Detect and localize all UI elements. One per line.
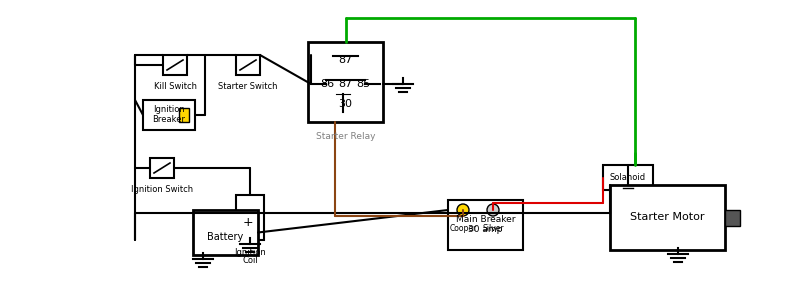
Circle shape: [457, 204, 469, 216]
Text: 30 amp: 30 amp: [468, 226, 502, 234]
FancyBboxPatch shape: [143, 100, 195, 130]
Text: Starter Switch: Starter Switch: [218, 82, 278, 91]
Text: Ignition: Ignition: [234, 248, 266, 257]
FancyBboxPatch shape: [150, 158, 174, 178]
FancyBboxPatch shape: [308, 42, 383, 122]
FancyBboxPatch shape: [603, 165, 653, 190]
FancyBboxPatch shape: [193, 210, 258, 255]
Text: 85: 85: [357, 79, 370, 89]
FancyBboxPatch shape: [448, 200, 523, 250]
Text: Cooper: Cooper: [450, 224, 477, 233]
Text: Starter Relay: Starter Relay: [316, 132, 375, 141]
Text: 86: 86: [321, 79, 334, 89]
Text: 87: 87: [338, 79, 353, 89]
Text: Main Breaker: Main Breaker: [456, 215, 515, 224]
FancyBboxPatch shape: [163, 55, 187, 75]
FancyBboxPatch shape: [610, 185, 725, 250]
Text: Starter Motor: Starter Motor: [630, 212, 705, 222]
Text: Battery: Battery: [207, 233, 244, 243]
Text: Coil: Coil: [242, 256, 258, 265]
Text: 87: 87: [338, 55, 353, 65]
Bar: [725, 209, 740, 226]
Text: 30: 30: [338, 99, 353, 109]
Circle shape: [487, 204, 499, 216]
Text: Solanoid: Solanoid: [610, 173, 646, 182]
Text: +: +: [242, 215, 254, 229]
FancyBboxPatch shape: [236, 195, 264, 240]
Text: Breaker: Breaker: [153, 115, 186, 125]
Bar: [179, 108, 189, 122]
Text: Ignition Switch: Ignition Switch: [131, 185, 193, 194]
Text: Silver: Silver: [482, 224, 504, 233]
FancyBboxPatch shape: [236, 55, 260, 75]
Text: Kill Switch: Kill Switch: [154, 82, 197, 91]
Text: Ignition: Ignition: [153, 105, 185, 115]
